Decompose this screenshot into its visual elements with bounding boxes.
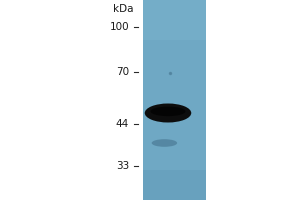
Text: 100: 100 xyxy=(110,22,129,32)
Text: 70: 70 xyxy=(116,67,129,77)
Ellipse shape xyxy=(151,107,185,116)
Text: 33: 33 xyxy=(116,161,129,171)
Ellipse shape xyxy=(152,139,177,147)
Bar xyxy=(142,0,206,200)
Ellipse shape xyxy=(145,104,191,122)
Bar xyxy=(142,0,206,40)
Text: 44: 44 xyxy=(116,119,129,129)
Text: kDa: kDa xyxy=(113,4,134,14)
Bar xyxy=(142,170,206,200)
